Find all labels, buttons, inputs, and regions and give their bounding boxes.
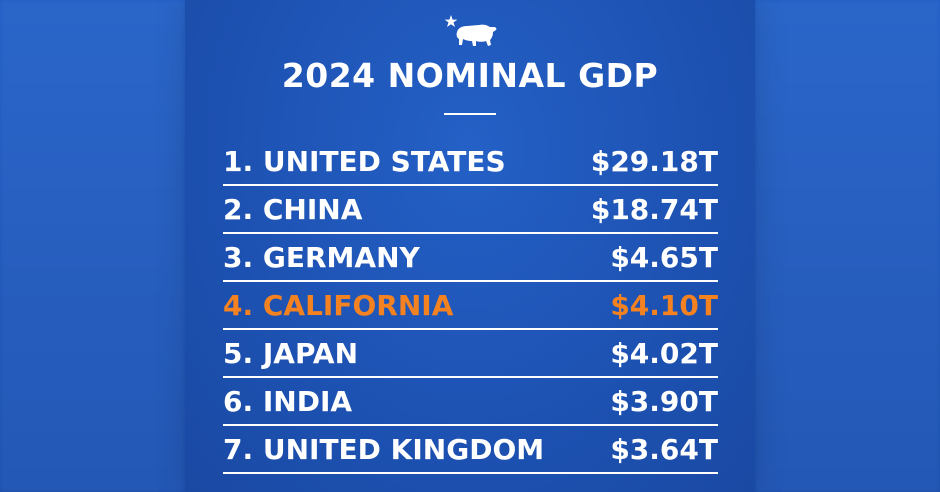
country-label: 4. CALIFORNIA [223, 289, 454, 322]
gdp-value: $18.74T [590, 193, 718, 226]
list-item: 2. CHINA $18.74T [223, 188, 718, 234]
gdp-ranking-card: 2024 NOMINAL GDP 1. UNITED STATES $29.18… [185, 0, 755, 492]
country-label: 7. UNITED KINGDOM [223, 433, 545, 466]
title-divider [444, 113, 496, 115]
country-label: 5. JAPAN [223, 337, 359, 370]
list-item: 7. UNITED KINGDOM $3.64T [223, 428, 718, 474]
gdp-value: $3.90T [610, 385, 718, 418]
list-item-highlighted: 4. CALIFORNIA $4.10T [223, 284, 718, 330]
blurred-background-left [0, 0, 185, 492]
gdp-value: $4.02T [610, 337, 718, 370]
gdp-value: $4.65T [610, 241, 718, 274]
list-item: 5. JAPAN $4.02T [223, 332, 718, 378]
gdp-ranking-list: 1. UNITED STATES $29.18T 2. CHINA $18.74… [223, 140, 718, 476]
list-item: 3. GERMANY $4.65T [223, 236, 718, 282]
list-item: 1. UNITED STATES $29.18T [223, 140, 718, 186]
country-label: 6. INDIA [223, 385, 353, 418]
list-item: 6. INDIA $3.90T [223, 380, 718, 426]
blurred-background-right [755, 0, 940, 492]
country-label: 3. GERMANY [223, 241, 420, 274]
california-bear-star-icon [444, 15, 497, 46]
country-label: 1. UNITED STATES [223, 145, 506, 178]
gdp-value: $3.64T [610, 433, 718, 466]
country-label: 2. CHINA [223, 193, 363, 226]
gdp-value: $4.10T [610, 289, 718, 322]
gdp-value: $29.18T [590, 145, 718, 178]
page-title: 2024 NOMINAL GDP [281, 56, 659, 95]
